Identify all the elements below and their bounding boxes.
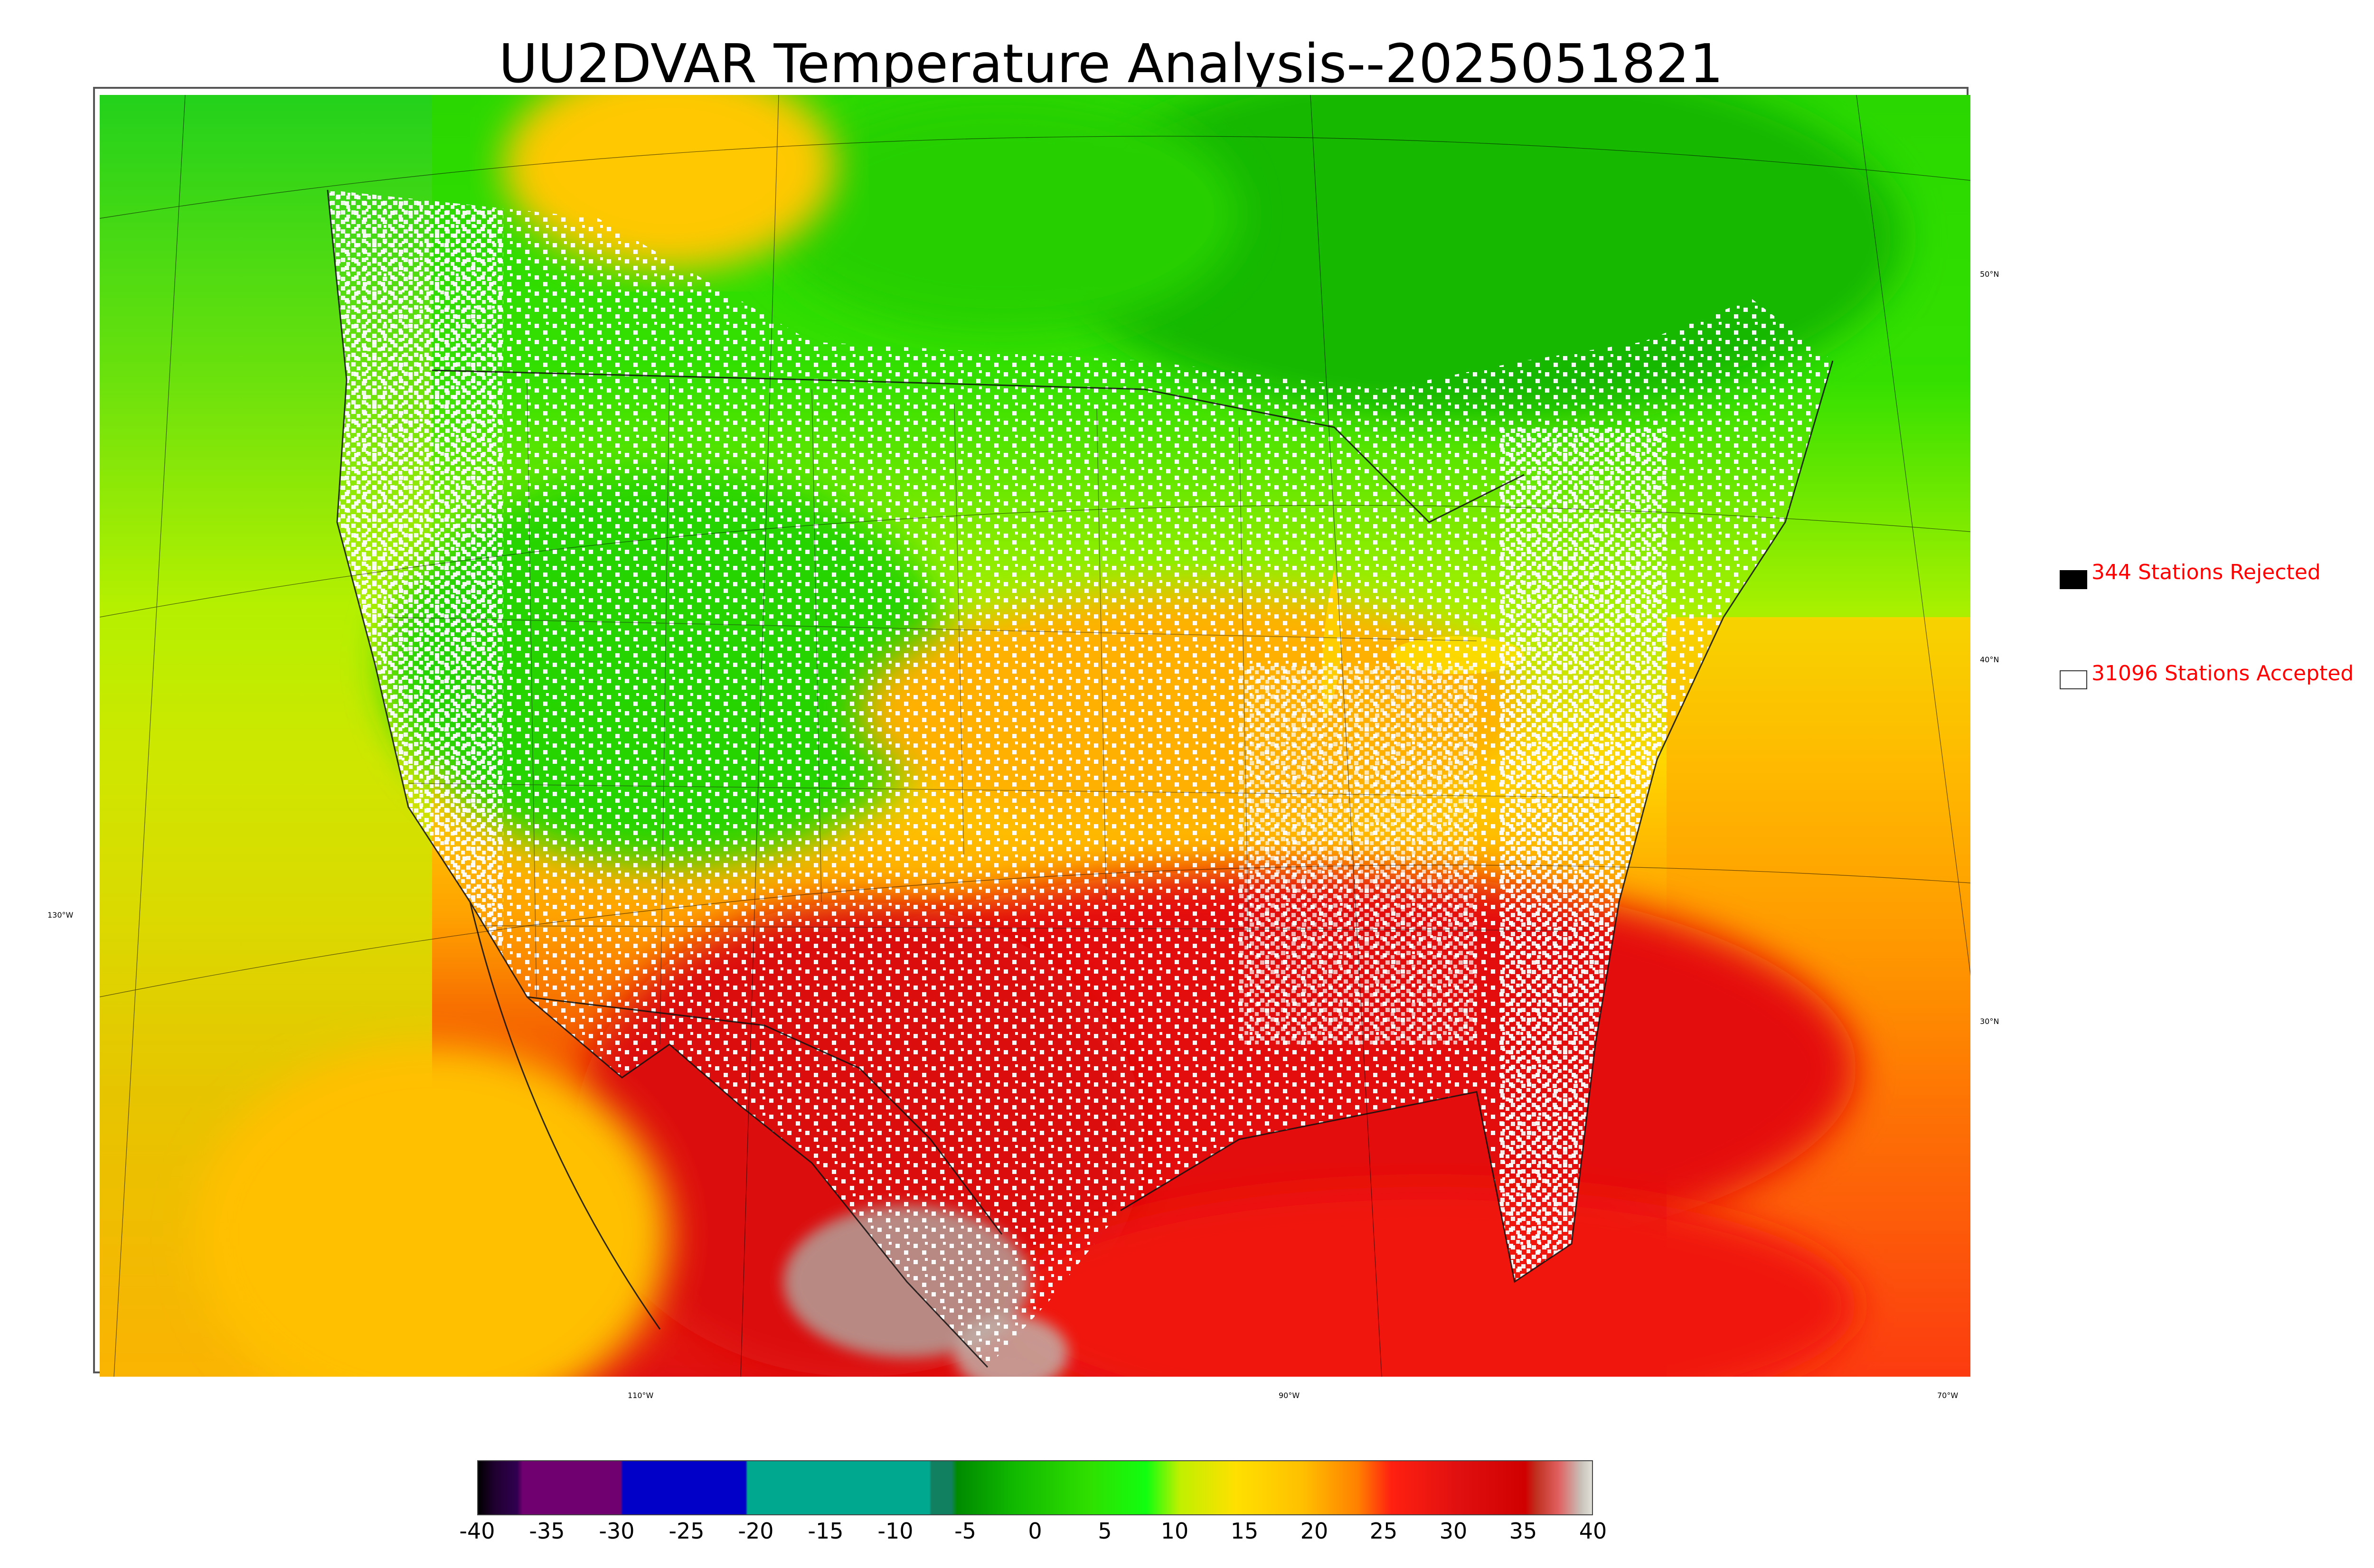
colorbar <box>477 1460 1593 1515</box>
lon-label: 110°W <box>628 1391 654 1400</box>
lon-label: 130°W <box>47 911 74 920</box>
accepted-label: 31096 Stations Accepted <box>2091 661 2354 685</box>
colorbar-tick: 5 <box>1098 1518 1112 1544</box>
colorbar-tick: -5 <box>954 1518 976 1544</box>
lat-label: 40°N <box>1980 655 1999 664</box>
colorbar-tick: -25 <box>669 1518 705 1544</box>
colorbar-tick: 30 <box>1439 1518 1468 1544</box>
lon-label: 70°W <box>1937 1391 1959 1400</box>
colorbar-tick: 20 <box>1300 1518 1328 1544</box>
accepted-swatch <box>2060 670 2087 689</box>
colorbar-tick: 40 <box>1579 1518 1607 1544</box>
colorbar-tick: 15 <box>1230 1518 1259 1544</box>
colorbar-tick: -30 <box>599 1518 635 1544</box>
lat-label: 30°N <box>1980 1017 1999 1026</box>
temperature-map <box>100 95 1970 1377</box>
colorbar-tick: 0 <box>1028 1518 1042 1544</box>
colorbar-tick: -15 <box>808 1518 844 1544</box>
lon-label: 90°W <box>1279 1391 1300 1400</box>
rejected-swatch <box>2060 570 2087 589</box>
page-title: UU2DVAR Temperature Analysis--2025051821 <box>499 33 1724 95</box>
rejected-label: 344 Stations Rejected <box>2091 560 2321 584</box>
colorbar-tick: -20 <box>738 1518 774 1544</box>
colorbar-tick: -35 <box>529 1518 565 1544</box>
colorbar-tick: 10 <box>1160 1518 1189 1544</box>
colorbar-tick: -40 <box>459 1518 495 1544</box>
lat-label: 50°N <box>1980 270 1999 279</box>
colorbar-tick: 35 <box>1509 1518 1537 1544</box>
colorbar-tick: 25 <box>1369 1518 1398 1544</box>
colorbar-tick: -10 <box>877 1518 914 1544</box>
